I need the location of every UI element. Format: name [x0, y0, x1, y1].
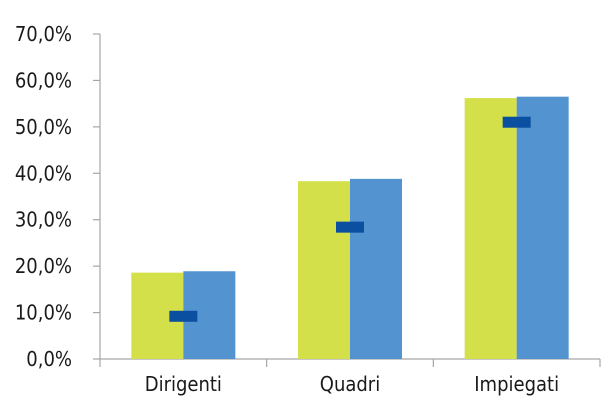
y-tick-label: 50,0% [15, 115, 72, 139]
x-category-label: Quadri [320, 372, 380, 396]
y-tick-label: 30,0% [15, 208, 72, 232]
bar [298, 181, 350, 359]
x-axis: Dirigenti Quadri Impiegati [99, 358, 601, 396]
y-tick-label: 0,0% [26, 347, 72, 371]
bar [350, 178, 402, 359]
x-category-label: Impiegati [474, 372, 559, 396]
y-tick-label: 70,0% [15, 22, 72, 46]
marker [169, 310, 198, 322]
markers [169, 116, 531, 322]
y-tick-label: 20,0% [15, 254, 72, 278]
y-tick-label: 60,0% [15, 68, 72, 92]
y-axis: 0,0% 10,0% 20,0% 30,0% 40,0% 50,0% 60,0% 70,0% [15, 22, 101, 371]
marker [336, 221, 364, 233]
bar [516, 96, 569, 359]
x-category-label: Dirigenti [145, 372, 222, 396]
marker [502, 116, 531, 128]
bar [464, 98, 517, 360]
bars [131, 96, 569, 360]
y-tick-label: 10,0% [15, 301, 72, 325]
y-tick-label: 40,0% [15, 161, 72, 185]
